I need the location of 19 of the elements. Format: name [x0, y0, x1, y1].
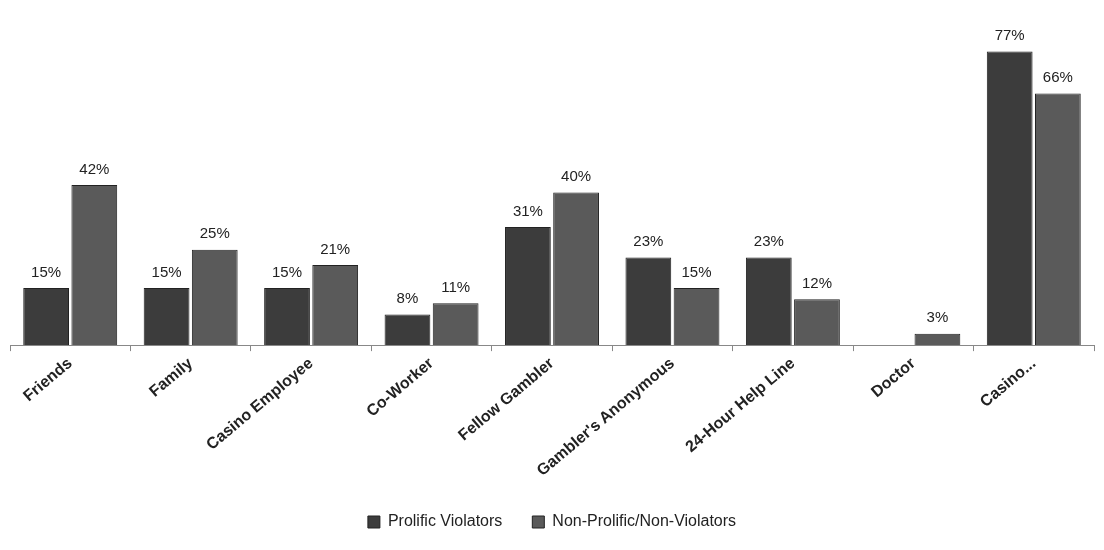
data-label: 3%: [926, 308, 949, 326]
legend-label: Non-Prolific/Non-Violators: [552, 512, 737, 530]
data-label: 23%: [633, 232, 664, 250]
data-label: 42%: [79, 159, 110, 177]
data-label: 25%: [199, 224, 230, 242]
data-label: 11%: [441, 277, 471, 295]
data-label: 15%: [31, 262, 62, 280]
data-label: 66%: [1042, 68, 1073, 86]
data-label: 77%: [994, 26, 1025, 44]
data-label: 15%: [681, 262, 712, 280]
data-label: 40%: [561, 167, 592, 185]
legend-label: Prolific Violators: [387, 512, 503, 530]
data-label: 23%: [753, 232, 784, 250]
data-label: 8%: [396, 289, 419, 307]
data-label: 21%: [320, 239, 351, 257]
data-label: 31%: [512, 201, 543, 219]
data-label: 15%: [151, 262, 182, 280]
data-label: 12%: [801, 273, 832, 291]
data-label: 15%: [272, 262, 303, 280]
